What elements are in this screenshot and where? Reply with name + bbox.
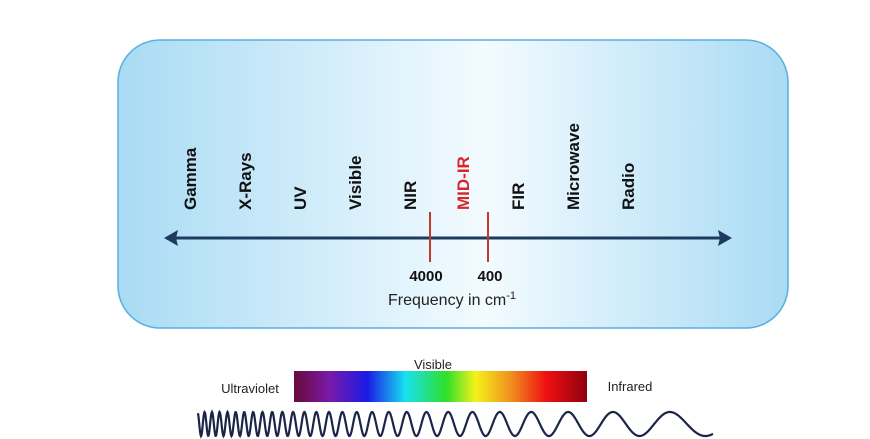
band-labels: Gamma X-Rays UV Visible NIR MID-IR FIR Microwav… [181,123,638,210]
band-label: X-Rays [236,152,255,210]
band-label: Microwave [564,123,583,210]
spectrum-title: Visible [414,357,452,372]
visible-spectrum [294,371,587,402]
band-label: MID-IR [454,156,473,210]
axis-arrow-left [164,230,178,246]
axis-label-text: Frequency in cm [388,292,506,309]
marker-label: 400 [477,268,502,285]
axis-label: Frequency in cm-1 [388,290,516,309]
band-label: UV [291,186,310,210]
wave [196,409,714,439]
spectrum-panel [117,39,789,329]
marker-label: 4000 [409,268,442,285]
band-label: Radio [619,163,638,210]
axis-label-exponent: -1 [506,290,516,302]
band-label: FIR [509,183,528,210]
spectrum-right-label: Infrared [608,379,653,394]
band-label: NIR [401,181,420,210]
axis-arrow-right [718,230,732,246]
spectrum-left-label: Ultraviolet [221,381,279,396]
band-label: Gamma [181,147,200,210]
band-label: Visible [346,156,365,211]
